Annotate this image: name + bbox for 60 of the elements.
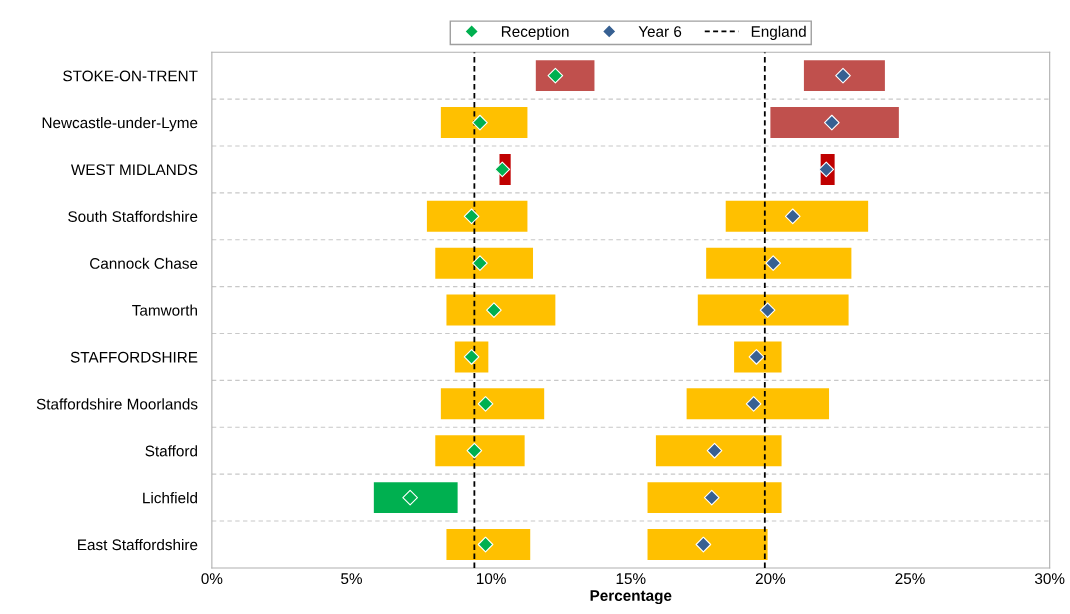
x-tick-label: 20%: [755, 573, 786, 585]
bar: [770, 107, 899, 138]
x-tick-label: 25%: [895, 573, 925, 585]
point: [784, 208, 801, 225]
point: [486, 302, 502, 318]
x-tick-label: 5%: [341, 573, 362, 585]
point: [463, 208, 480, 225]
point: [745, 396, 762, 412]
point: [494, 161, 511, 178]
y-tick-label: East Staffordshire: [78, 538, 198, 551]
point: [695, 536, 712, 553]
point: [703, 489, 720, 506]
y-tick-label: Staffordshire Moorlands: [36, 398, 198, 410]
point: [466, 442, 483, 459]
bar: [373, 482, 458, 514]
legend-label: Reception: [501, 25, 569, 40]
legend-label: Year 6: [638, 26, 682, 37]
bar: [647, 529, 768, 560]
x-axis-title: Percentage: [590, 590, 672, 605]
bar: [647, 482, 782, 514]
x-tick-label: 0%: [201, 573, 223, 585]
bar: [706, 247, 852, 279]
bar: [686, 388, 830, 420]
point: [402, 489, 418, 506]
bar: [535, 60, 595, 92]
bar: [446, 294, 556, 326]
bar: [440, 107, 528, 138]
bar: [440, 388, 545, 420]
x-tick-label: 10%: [477, 573, 506, 585]
point: [472, 255, 488, 272]
point: [706, 442, 723, 459]
x-tick-label: 30%: [1034, 573, 1065, 585]
point: [835, 67, 851, 84]
y-tick-label: Lichfield: [143, 492, 197, 504]
x-tick-label: 15%: [616, 573, 646, 585]
y-tick-label: STOKE-ON-TRENT: [63, 70, 198, 82]
bar: [446, 529, 531, 560]
y-tick-label: Cannock Chase: [90, 257, 198, 269]
bar: [725, 200, 869, 232]
bar: [435, 247, 534, 279]
point: [824, 114, 840, 131]
y-tick-label: WEST MIDLANDS: [70, 164, 198, 176]
legend-label: England: [751, 25, 806, 40]
y-tick-label: South Staffordshire: [68, 210, 198, 222]
bar: [435, 435, 525, 467]
y-tick-label: Newcastle-under-Lyme: [42, 116, 198, 132]
bar: [426, 200, 528, 232]
y-tick-label: STAFFORDSHIRE: [70, 351, 198, 363]
point: [759, 302, 776, 318]
point: [477, 536, 494, 553]
y-tick-label: Stafford: [145, 445, 197, 457]
y-tick-label: Tamworth: [132, 304, 197, 316]
point: [765, 255, 782, 272]
point: [472, 114, 488, 131]
bar: [697, 294, 849, 326]
point: [477, 396, 494, 412]
bar: [803, 60, 885, 92]
point: [547, 67, 564, 84]
bar: [655, 435, 782, 467]
point: [818, 161, 835, 178]
